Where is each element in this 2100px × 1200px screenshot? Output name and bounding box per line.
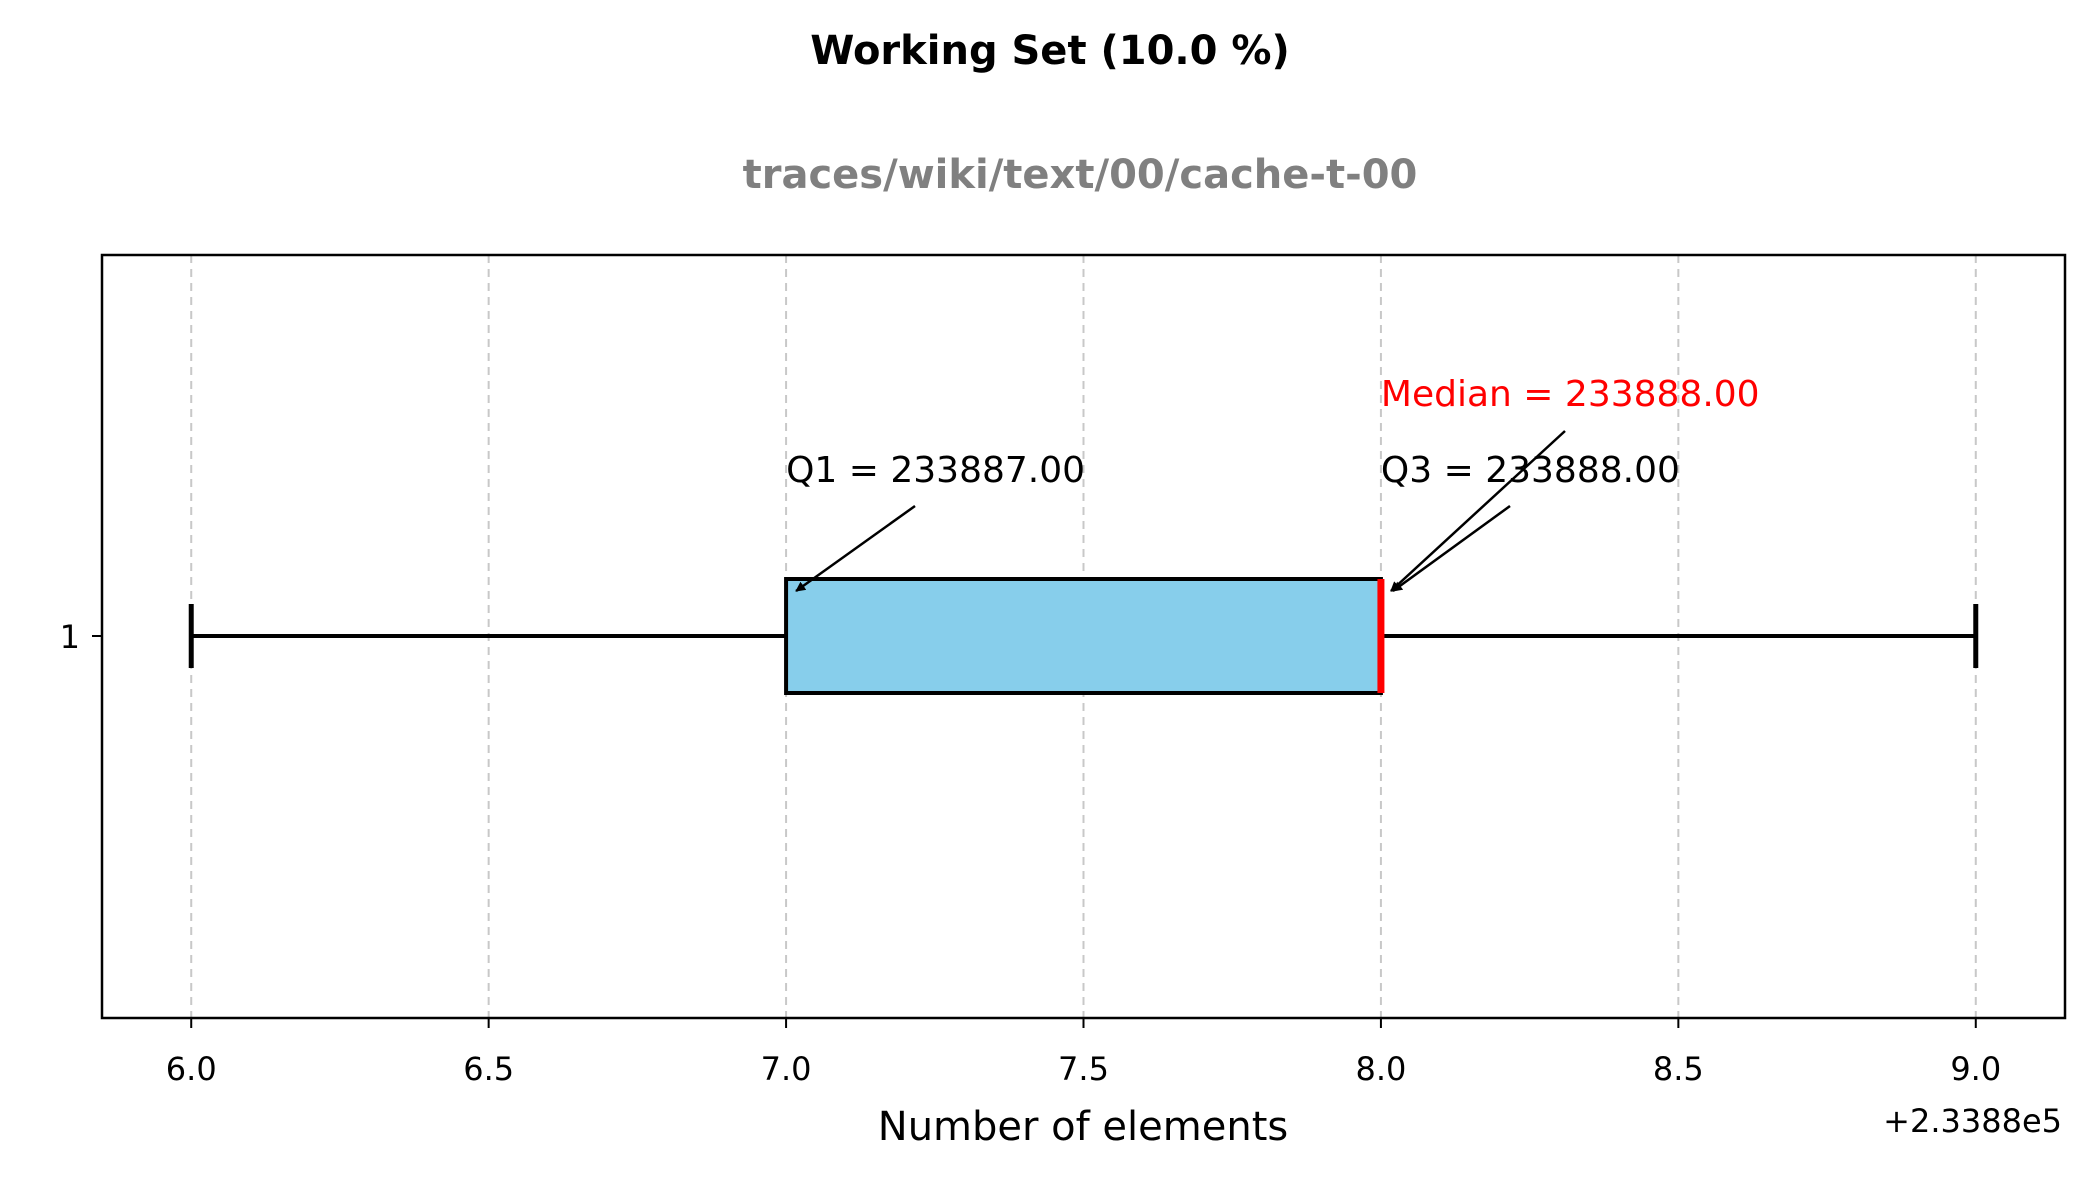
- iqr-box: [784, 577, 1383, 695]
- x-axis-label: Number of elements: [878, 1104, 1288, 1150]
- box: [784, 577, 1385, 695]
- x-tick-label-4: 8.0: [1355, 1050, 1406, 1088]
- whiskers: [188, 604, 1979, 668]
- chart-subtitle: traces/wiki/text/00/cache-t-00: [743, 152, 1418, 198]
- q3-arrow: [1392, 504, 1511, 593]
- x-tick-label-6: 9.0: [1950, 1050, 2001, 1088]
- y-tick-label-0: 1: [60, 618, 80, 656]
- annotations: Q1 = 233887.00 Median = 233888.00 Q3 = 233…: [786, 374, 1760, 593]
- median-arrow: [1390, 430, 1566, 592]
- chart-title: Working Set (10.0 %): [810, 28, 1290, 74]
- x-tick-label-0: 6.0: [166, 1050, 217, 1088]
- q1-arrow: [795, 504, 916, 593]
- x-tick-label-1: 6.5: [463, 1050, 514, 1088]
- x-tick-label-3: 7.5: [1058, 1050, 1109, 1088]
- x-offset-label: +2.3388e5: [1883, 1102, 2062, 1140]
- x-axis-ticks: 6.0 6.5 7.0 7.5 8.0 8.5 9.0: [166, 1018, 2001, 1088]
- x-tick-label-2: 7.0: [761, 1050, 812, 1088]
- median-annotation-label: Median = 233888.00: [1381, 374, 1760, 415]
- q1-annotation-label: Q1 = 233887.00: [786, 450, 1085, 491]
- y-axis-ticks: 1: [60, 618, 102, 656]
- q3-annotation-label: Q3 = 233888.00: [1381, 450, 1680, 491]
- x-tick-label-5: 8.5: [1653, 1050, 1704, 1088]
